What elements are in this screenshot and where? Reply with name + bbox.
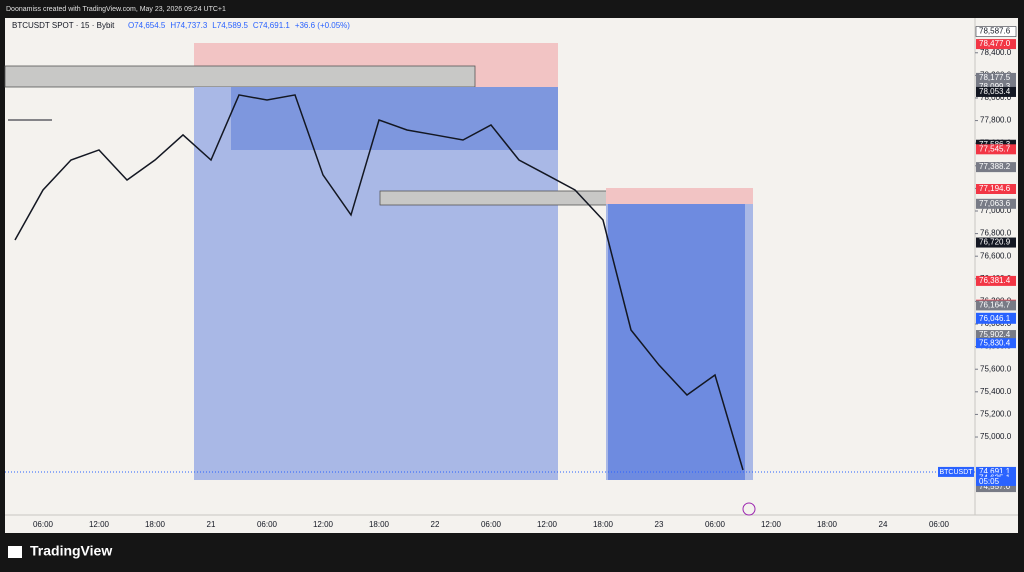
logo [8,546,22,558]
ohlc-value: O74,654.5 [128,21,166,30]
price-tag-label: 78,177.5 [979,73,1011,82]
x-tick-label: 06:00 [257,520,278,529]
price-tag-label: 78,099.3 [979,82,1011,91]
price-tag [976,144,1016,155]
x-tick-label: 18:00 [369,520,390,529]
price-tag [976,300,1016,311]
price-tag-label: 76,381.4 [979,276,1011,285]
y-tick-label: 75,400.0 [980,387,1012,396]
price-tag [976,86,1016,97]
price-tag-label: 77,388.2 [979,162,1011,171]
price-tag [976,184,1016,195]
price-tag-label: 78,477.0 [979,39,1011,48]
x-tick-label: 22 [431,520,440,529]
x-tick-label: 06:00 [705,520,726,529]
price-tag [976,237,1016,248]
x-tick-label: 06:00 [929,520,950,529]
y-tick-label: 76,600.0 [980,251,1012,260]
ohlc-value: C74,691.1 [253,21,290,30]
y-tick-label: 78,400.0 [980,48,1012,57]
price-tag-label: 74,557.0 [979,482,1011,491]
alert-icon [742,502,756,516]
countdown-bg [976,476,1016,486]
drawings [4,43,975,516]
y-tick-label: 77,000.0 [980,206,1012,215]
x-tick-label: 06:00 [481,520,502,529]
price-tag-label: 77,545.7 [979,144,1011,153]
price-tag-label: 78,587.6 [979,27,1011,36]
countdown: 05:05 [979,477,1000,486]
x-tick-label: 12:00 [537,520,558,529]
price-tag-label: 76,720.9 [979,238,1011,247]
x-tick-label: 12:00 [89,520,110,529]
price-tag [976,39,1016,50]
zone-box [379,190,616,206]
x-tick-label: 12:00 [313,520,334,529]
price-line-series [14,94,744,471]
price-tag-label: 75,830.4 [979,338,1011,347]
symbol-tag-bg [938,466,974,477]
ohlc-value: L74,589.5 [212,21,248,30]
price-tag-label: 77,063.6 [979,199,1011,208]
price-tag [976,72,1016,83]
ohlc: O74,654.5 H74,737.3 L74,589.5 C74,691.1 +36.… [128,21,350,30]
price-tag [976,466,1016,477]
price-tag [976,162,1016,173]
price-tag [976,198,1016,209]
x-tick-label: 21 [207,520,216,529]
ohlc-value: +36.6 (+0.05%) [295,21,350,30]
x-tick-label: 18:00 [145,520,166,529]
ohlc-value: H74,737.3 [170,21,207,30]
symbol-title: BTCUSDT SPOT · 15 · Bybit [12,21,115,30]
price-tag [976,313,1016,324]
price-tag [976,482,1016,493]
price-tag [976,275,1016,286]
stop-zone [606,188,753,204]
price-tag-label: 78,053.4 [979,87,1011,96]
x-tick-label: 24 [879,520,888,529]
y-tick-label: 75,000.0 [980,432,1012,441]
y-tick-label: 75,200.0 [980,410,1012,419]
price-tag [976,330,1016,341]
price-tag-label: 74,691.1 [979,467,1011,476]
zone-box [4,65,476,88]
price-tag-label: 76,046.1 [979,314,1011,323]
x-tick-label: 12:00 [761,520,782,529]
y-tick-label: 78,000.0 [980,93,1012,102]
price-tag-label: 77,194.6 [979,184,1011,193]
y-tick-label: 76,800.0 [980,229,1012,238]
symbol-tag: BTCUSDT [939,469,973,476]
x-tick-label: 06:00 [33,520,54,529]
y-tick-label: 75,600.0 [980,364,1012,373]
target-zone [194,87,558,480]
price-tag-label: 75,902.4 [979,330,1011,339]
header: Doonamiss created with TradingView.com, … [6,6,226,13]
footer-bar: TradingView [8,543,112,559]
x-tick-label: 18:00 [593,520,614,529]
price-tag [975,26,1017,37]
target-box [231,87,558,150]
price-tag [976,338,1016,349]
price-tag [976,81,1016,92]
x-tick-label: 23 [655,520,664,529]
x-tick-label: 18:00 [817,520,838,529]
target-box [608,204,745,480]
y-tick-label: 77,800.0 [980,116,1012,125]
brand: TradingView [30,543,112,559]
price-tag-label: 76,164.7 [979,301,1011,310]
